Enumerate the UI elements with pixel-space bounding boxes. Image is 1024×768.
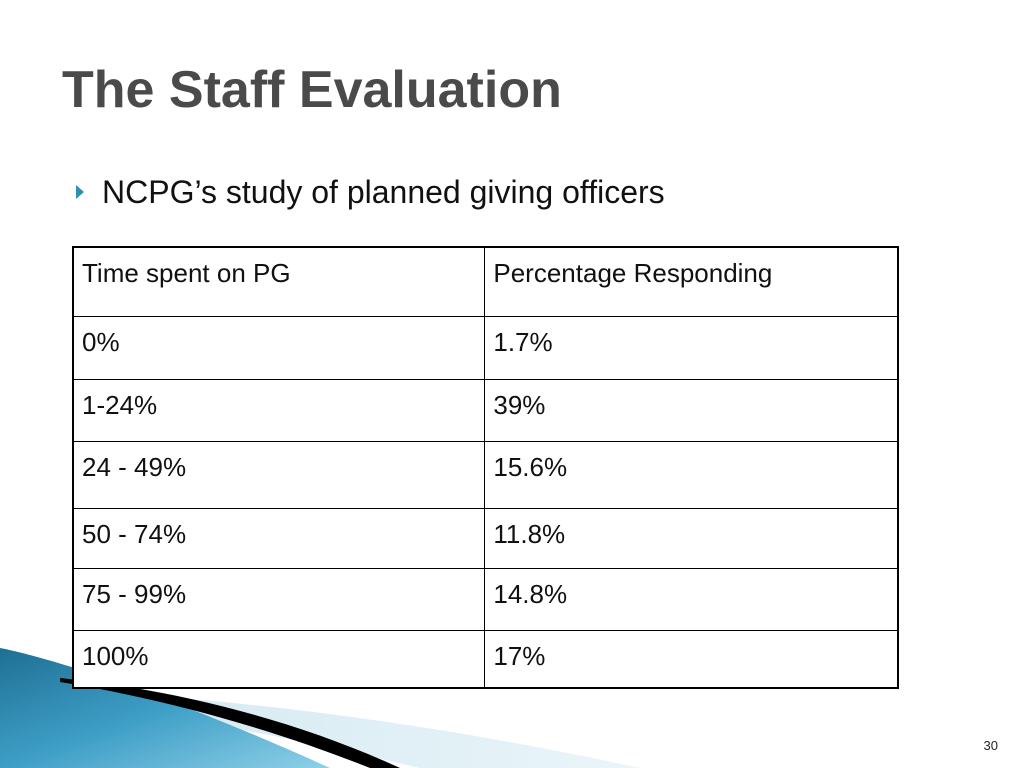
bullet-text: NCPG’s study of planned giving officers [102,174,665,210]
bullet-item: NCPG’s study of planned giving officers [76,176,665,208]
table-header-cell: Percentage Responding [484,246,899,317]
table-row: 100% 17% [72,629,899,689]
table-row: 75 - 99% 14.8% [72,567,899,631]
page-number: 30 [983,738,998,753]
table-header-cell: Time spent on PG [72,246,486,317]
table-cell: 11.8% [484,507,899,569]
swoosh-black-stripe [60,678,400,768]
table-cell: 15.6% [484,440,899,509]
table-row: 1-24% 39% [72,378,899,442]
table-cell: 1.7% [484,315,899,380]
table-cell: 50 - 74% [72,507,486,569]
table-cell: 100% [72,629,486,689]
table-cell: 75 - 99% [72,567,486,631]
table-cell: 39% [484,378,899,442]
table-cell: 14.8% [484,567,899,631]
page-title: The Staff Evaluation [62,61,562,119]
table-header-row: Time spent on PG Percentage Responding [72,246,899,317]
data-table: Time spent on PG Percentage Responding 0… [72,246,899,689]
table-row: 50 - 74% 11.8% [72,507,899,569]
table-cell: 17% [484,629,899,689]
swoosh-pale-band [0,690,640,768]
table-row: 24 - 49% 15.6% [72,440,899,509]
table-cell: 24 - 49% [72,440,486,509]
table-row: 0% 1.7% [72,315,899,380]
table-cell: 1-24% [72,378,486,442]
triangle-bullet-icon [76,185,84,199]
table-cell: 0% [72,315,486,380]
